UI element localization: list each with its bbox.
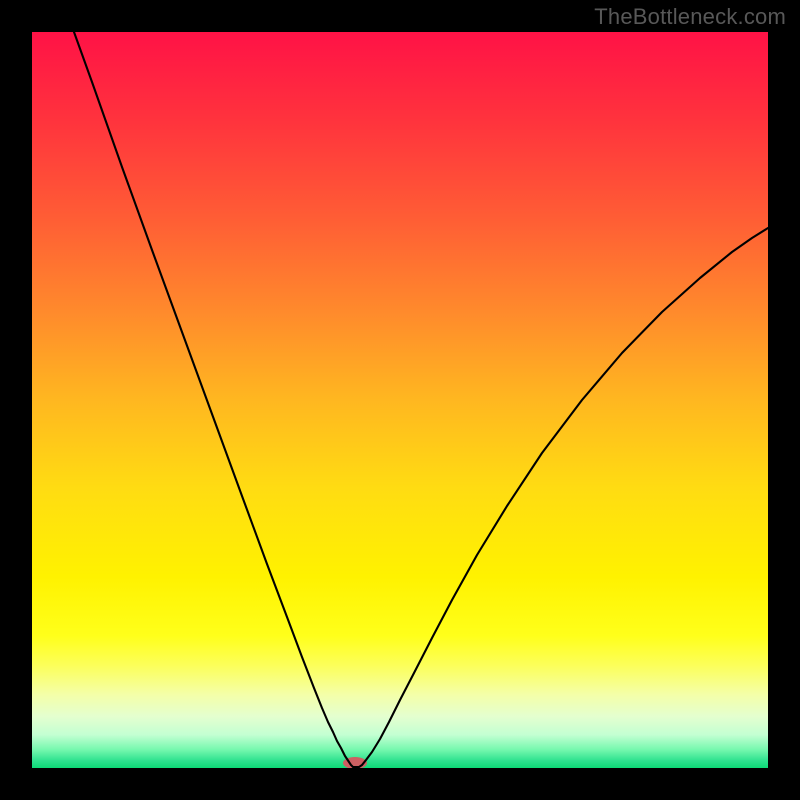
plot-area	[32, 32, 768, 768]
chart-frame: TheBottleneck.com	[0, 0, 800, 800]
plot-background	[32, 32, 768, 768]
chart-svg	[32, 32, 768, 768]
watermark-text: TheBottleneck.com	[594, 4, 786, 30]
